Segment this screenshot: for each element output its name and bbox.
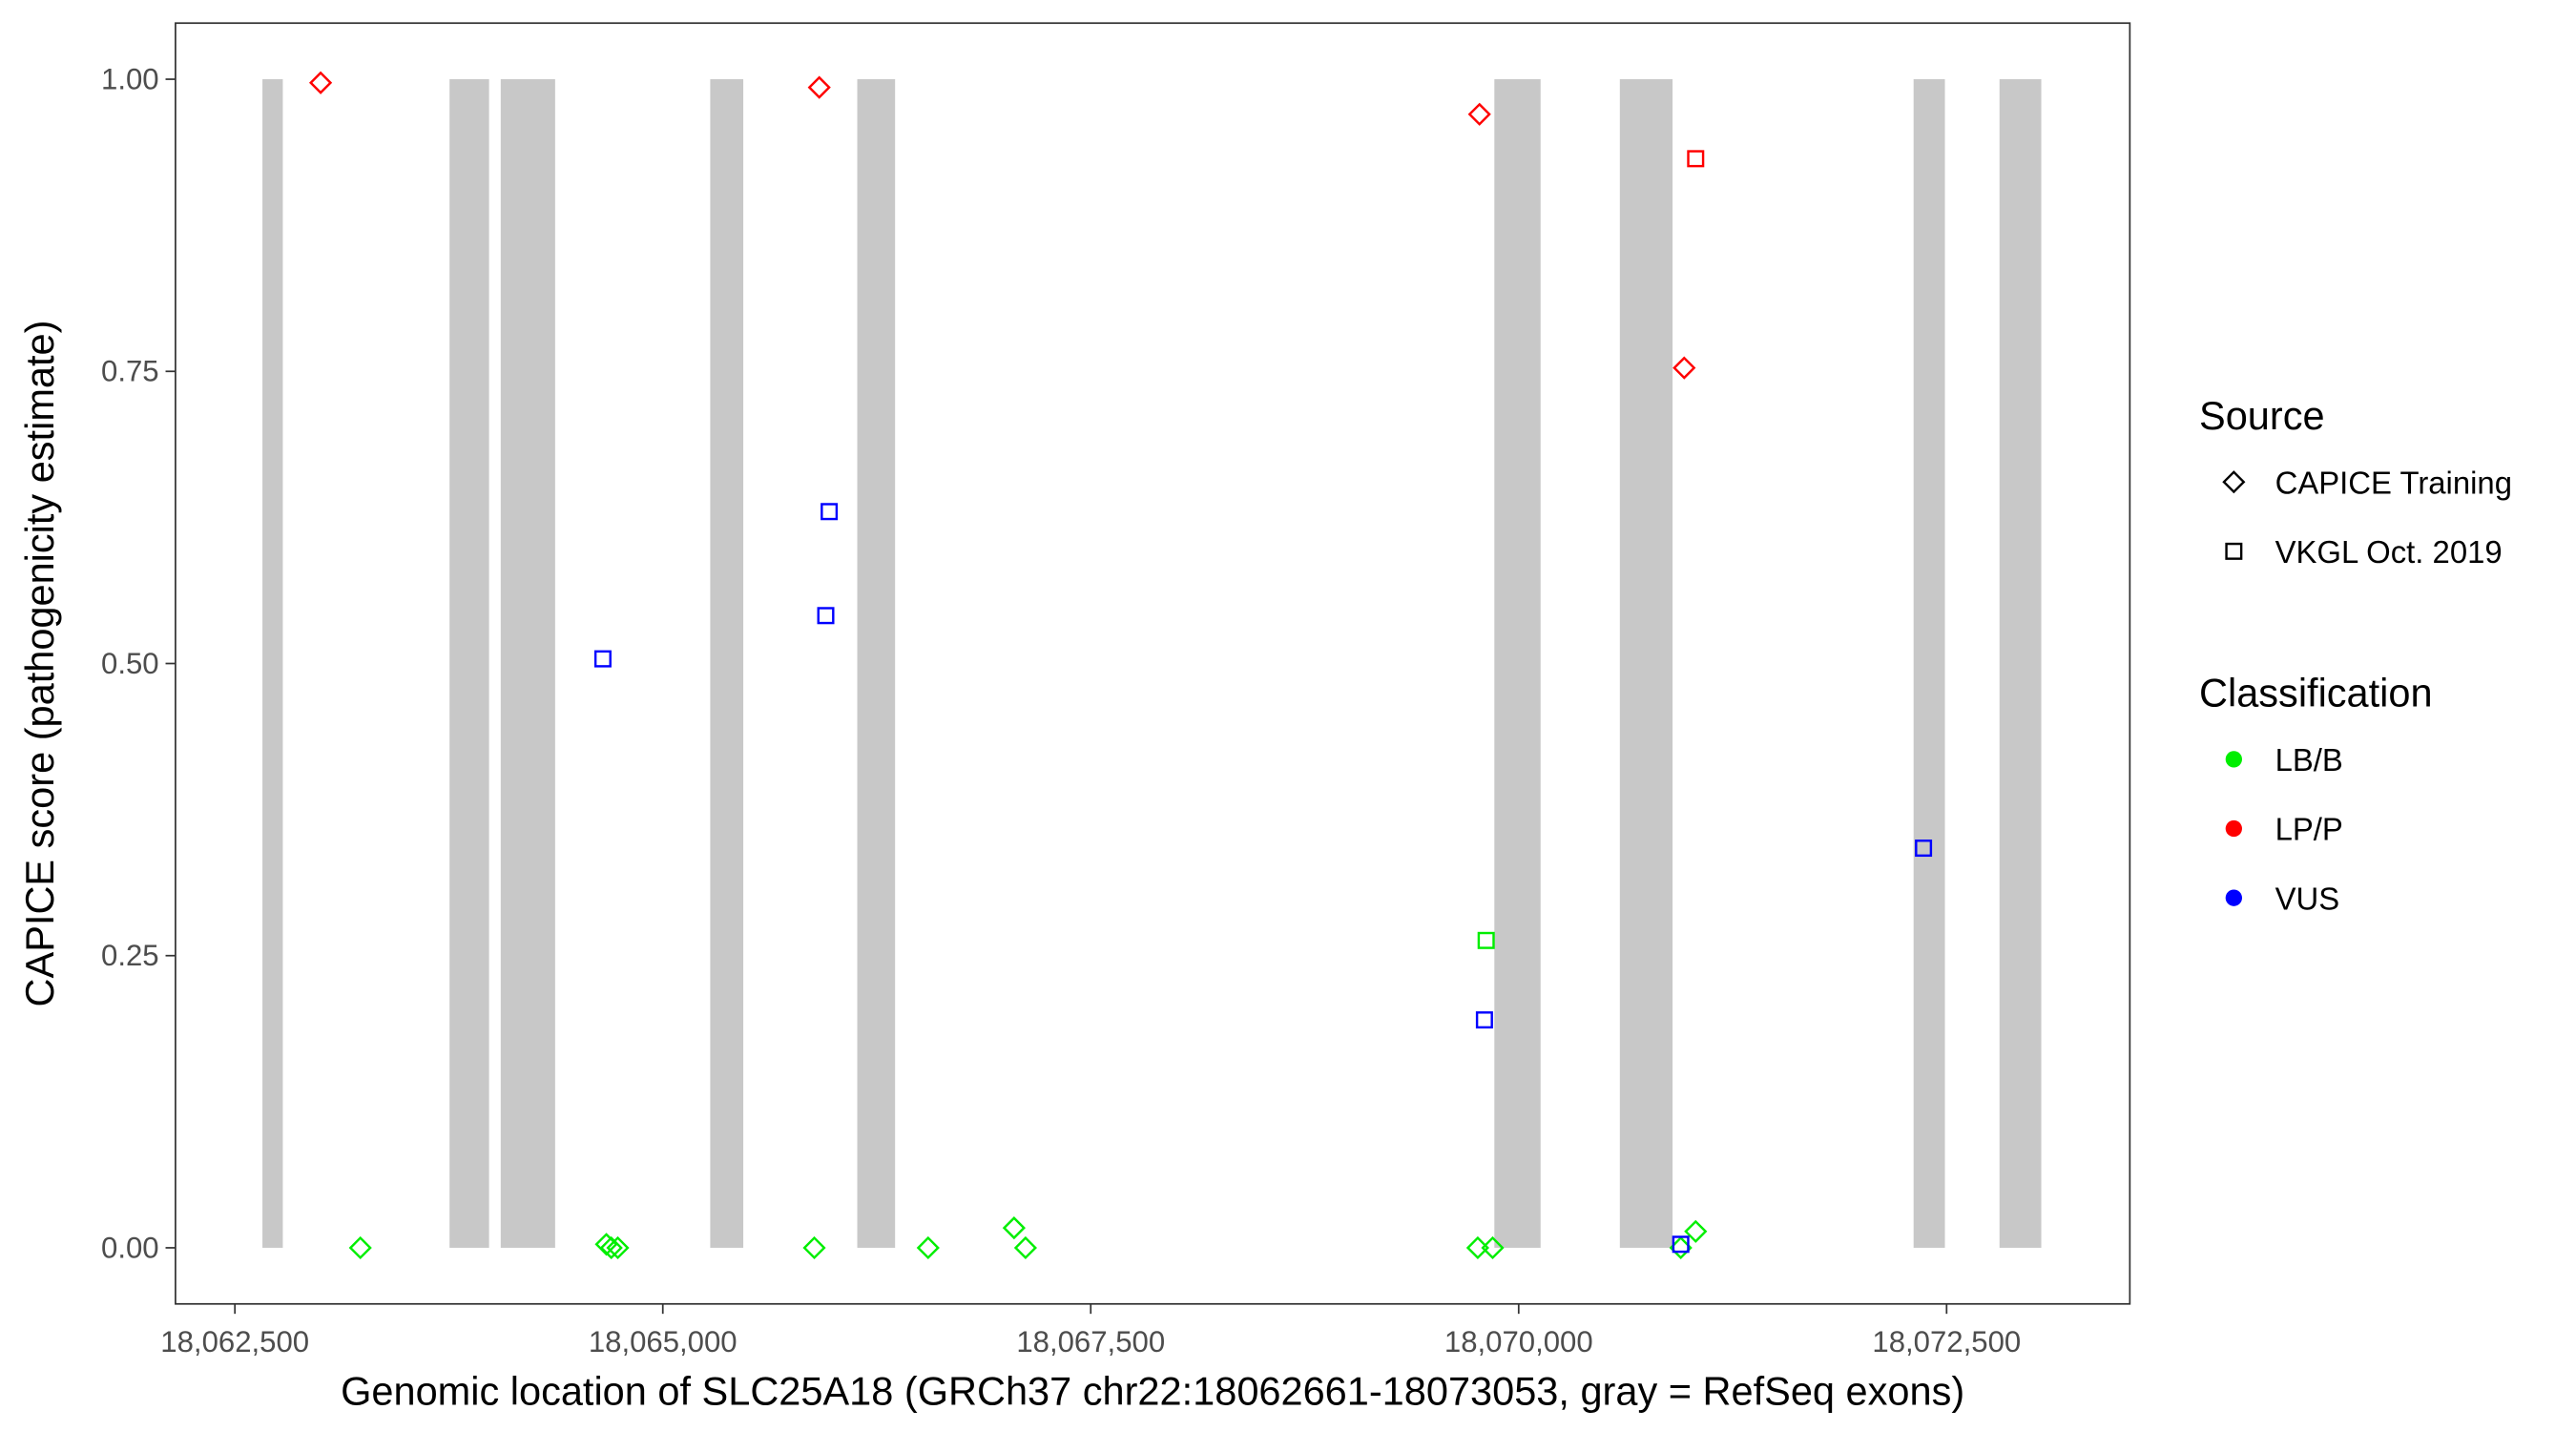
y-tick-label: 0.25 xyxy=(101,939,159,972)
exon-bars xyxy=(262,79,2042,1248)
x-axis: 18,062,500 18,065,000 18,067,500 18,070,000… xyxy=(160,1303,2021,1358)
legend-source-label: VKGL Oct. 2019 xyxy=(2275,534,2503,570)
exon-bar xyxy=(500,79,555,1248)
exon-bar xyxy=(262,79,283,1248)
data-point-diamond xyxy=(802,1235,826,1260)
legend-dot-icon xyxy=(2225,751,2242,768)
data-point-diamond xyxy=(1672,356,1696,380)
legend-dot-icon xyxy=(2225,889,2242,906)
legend-class-label: LB/B xyxy=(2275,742,2343,778)
data-point-square xyxy=(1672,1235,1690,1254)
data-point-diamond xyxy=(1684,1219,1708,1243)
x-tick-label: 18,070,000 xyxy=(1444,1325,1593,1358)
legend-dot-icon xyxy=(2225,819,2242,838)
exon-bar xyxy=(1913,79,1945,1248)
data-point-diamond xyxy=(599,1235,623,1260)
data-point-square xyxy=(1475,1011,1493,1029)
legend-class-label: LP/P xyxy=(2275,812,2343,847)
exon-bar xyxy=(1619,79,1673,1248)
data-point-square xyxy=(1477,931,1495,949)
y-axis: 0.00 0.25 0.50 0.75 1.00 xyxy=(101,62,176,1264)
data-point-square xyxy=(821,503,839,521)
y-tick-label: 0.75 xyxy=(101,355,159,388)
data-point-diamond xyxy=(308,71,333,94)
data-point-diamond xyxy=(606,1235,630,1260)
data-point-square xyxy=(593,650,612,668)
data-point-square xyxy=(817,607,835,625)
data-point-square xyxy=(1687,150,1705,168)
data-points xyxy=(308,71,1933,1260)
data-point-diamond xyxy=(348,1235,372,1260)
x-tick-label: 18,065,000 xyxy=(589,1325,737,1358)
x-axis-label: Genomic location of SLC25A18 (GRCh37 chr… xyxy=(341,1368,1964,1413)
y-axis-label: CAPICE score (pathogenicity estimate) xyxy=(17,321,62,1007)
data-point-diamond xyxy=(807,75,831,99)
x-tick-label: 18,067,500 xyxy=(1016,1325,1165,1358)
exon-bar xyxy=(710,79,744,1248)
y-tick-label: 0.00 xyxy=(101,1231,159,1264)
exon-bar xyxy=(1494,79,1541,1248)
legend-source-label: CAPICE Training xyxy=(2275,465,2512,500)
exon-bar xyxy=(1999,79,2042,1248)
legend-class-label: VUS xyxy=(2275,881,2340,916)
y-tick-label: 0.50 xyxy=(101,647,159,680)
exon-bar xyxy=(857,79,896,1248)
x-tick-label: 18,062,500 xyxy=(160,1325,309,1358)
x-tick-label: 18,072,500 xyxy=(1872,1325,2021,1358)
legend-square-icon xyxy=(2225,542,2243,560)
data-point-square xyxy=(1915,840,1933,858)
data-point-diamond xyxy=(916,1235,940,1260)
data-point-diamond xyxy=(1465,1235,1489,1260)
legend-source-title: Source xyxy=(2199,393,2325,438)
legend-classification-title: Classification xyxy=(2199,670,2433,715)
data-point-diamond xyxy=(1002,1216,1026,1240)
legend-diamond-icon xyxy=(2222,470,2246,494)
y-tick-label: 1.00 xyxy=(101,62,159,95)
data-point-diamond xyxy=(1013,1235,1037,1260)
legend: Source CAPICE Training VKGL Oct. 2019 Cla… xyxy=(2199,393,2512,916)
data-point-diamond xyxy=(1481,1235,1505,1260)
exon-bar xyxy=(449,79,489,1248)
data-point-diamond xyxy=(1467,102,1491,126)
